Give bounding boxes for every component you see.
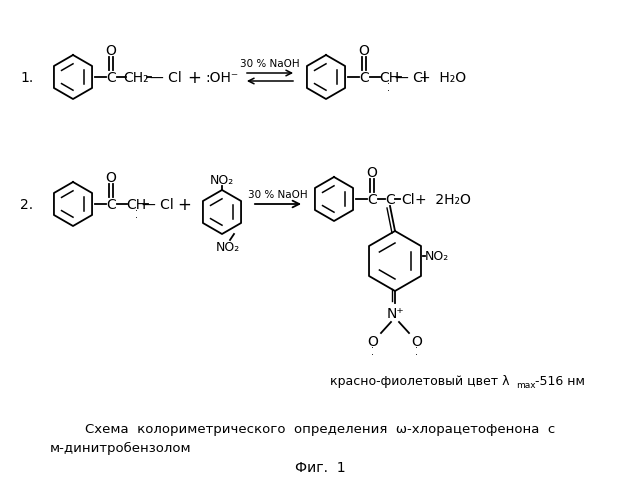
Text: ⁚: ⁚ [415, 346, 419, 356]
Text: O: O [358, 44, 369, 58]
Text: Схема  колориметрического  определения  ω-хлорацетофенона  с: Схема колориметрического определения ω-х… [85, 423, 555, 436]
Text: N⁺: N⁺ [386, 306, 404, 320]
Text: O: O [412, 334, 422, 348]
Text: -516 нм: -516 нм [535, 375, 585, 387]
Text: C: C [106, 71, 116, 85]
Text: NO₂: NO₂ [210, 174, 234, 187]
Text: C: C [106, 198, 116, 212]
Text: CH₂: CH₂ [123, 71, 149, 85]
Text: м-динитробензолом: м-динитробензолом [50, 441, 191, 454]
Text: +  H₂O: + H₂O [419, 71, 467, 85]
Text: красно-фиолетовый цвет λ: красно-фиолетовый цвет λ [330, 375, 510, 387]
Text: +: + [177, 196, 191, 214]
Text: ⁚: ⁚ [387, 83, 390, 93]
Text: NO₂: NO₂ [425, 250, 449, 263]
Text: CH: CH [126, 198, 146, 212]
Text: 30 % NaOH: 30 % NaOH [240, 59, 300, 69]
Text: O: O [367, 334, 378, 348]
Text: O: O [367, 165, 378, 180]
Text: C: C [367, 193, 377, 206]
Text: Cl: Cl [401, 193, 415, 206]
Text: O: O [106, 171, 116, 184]
Text: — Cl: — Cl [395, 71, 427, 85]
Text: — Cl: — Cl [150, 71, 182, 85]
Text: Фиг.  1: Фиг. 1 [294, 460, 346, 474]
Text: — Cl: — Cl [142, 198, 174, 212]
Text: C: C [359, 71, 369, 85]
Text: ⁚: ⁚ [134, 209, 138, 220]
Text: +: + [187, 69, 201, 87]
Text: +  2H₂O: + 2H₂O [415, 193, 471, 206]
Text: NO₂: NO₂ [216, 241, 240, 254]
Text: 1.: 1. [20, 71, 33, 85]
Text: CH: CH [379, 71, 399, 85]
Text: 30 % NaOH: 30 % NaOH [248, 190, 308, 200]
Text: :OH⁻: :OH⁻ [205, 71, 239, 85]
Text: ⁚: ⁚ [371, 346, 374, 356]
Text: O: O [106, 44, 116, 58]
Text: max: max [516, 381, 536, 390]
Text: C: C [385, 193, 395, 206]
Text: 2.: 2. [20, 198, 33, 212]
